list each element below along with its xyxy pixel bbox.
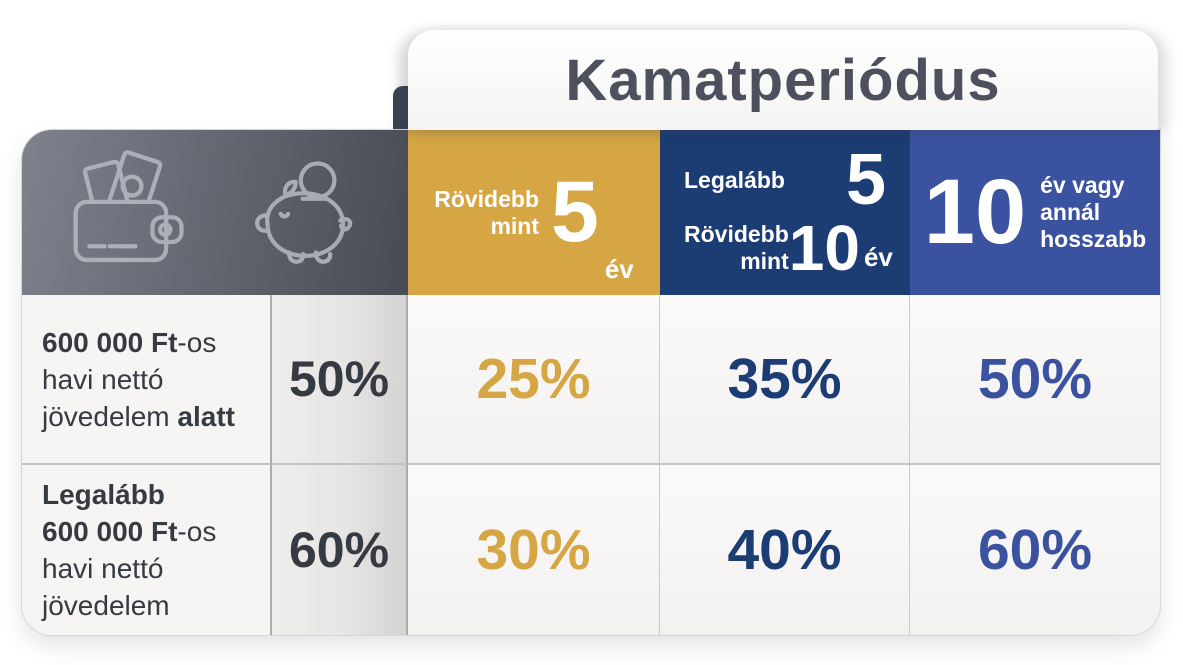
col3-big-number: 10 xyxy=(923,161,1027,264)
row1-base-percent: 50% xyxy=(272,295,408,465)
col2-top-big-number: 5 xyxy=(845,139,886,220)
title-panel: Kamatperiódus xyxy=(408,30,1158,130)
col2-bottom-line2: mint xyxy=(740,248,789,275)
col2-bottom-line1: Rövidebb xyxy=(684,221,789,248)
row1-value-10plus: 50% xyxy=(910,295,1160,465)
row1-label: 600 000 Ft-os havi nettó jövedelem alatt xyxy=(22,295,272,465)
col1-big-number: 5 xyxy=(551,163,599,260)
wallet-icon xyxy=(73,149,184,262)
col2-unit: év xyxy=(863,242,893,273)
piggy-bank-icon xyxy=(255,160,353,264)
row2-value-short5: 30% xyxy=(408,465,660,635)
col3-line2: annál xyxy=(1040,199,1101,225)
row2-value-5to10: 40% xyxy=(660,465,910,635)
rates-table: Rövidebb mint 5 év Legalább 5 Rövidebb m… xyxy=(22,130,1160,635)
row2-label: Legalább 600 000 Ft-os havi nettó jövede… xyxy=(22,465,272,635)
col1-unit: év xyxy=(604,254,634,284)
row2-base-percent: 60% xyxy=(272,465,408,635)
row2-label-line2: havi nettó xyxy=(42,553,164,584)
row1-value-5to10: 35% xyxy=(660,295,910,465)
col2-top-label: Legalább xyxy=(684,166,785,193)
row2-label-line3: jövedelem xyxy=(42,590,170,621)
col3-line3: hosszabb xyxy=(1040,226,1147,252)
row2-value-10plus: 60% xyxy=(910,465,1160,635)
col2-bottom-big-number: 10 xyxy=(788,211,860,284)
row2-label-line0: Legalább xyxy=(42,479,165,510)
col1-small-line1: Rövidebb xyxy=(434,185,539,212)
column-header-5-to-10: Legalább 5 Rövidebb mint 10 év xyxy=(660,130,910,295)
row1-value-short5: 25% xyxy=(408,295,660,465)
tab-accent-strip xyxy=(393,86,409,130)
row1-label-line1: 600 000 Ft-os xyxy=(42,326,217,358)
row2-label-line1: 600 000 Ft-os xyxy=(42,516,217,547)
col3-line1: év vagy xyxy=(1040,172,1125,198)
column-header-short-5: Rövidebb mint 5 év xyxy=(408,130,660,295)
row1-label-line3: jövedelem alatt xyxy=(42,400,235,432)
page-title: Kamatperiódus xyxy=(565,47,1001,113)
column-header-10-plus: 10 év vagy annál hosszabb xyxy=(910,130,1160,295)
row1-label-line2: havi nettó xyxy=(42,363,164,395)
icons-header-cell xyxy=(22,130,408,295)
col1-small-line2: mint xyxy=(490,212,539,239)
